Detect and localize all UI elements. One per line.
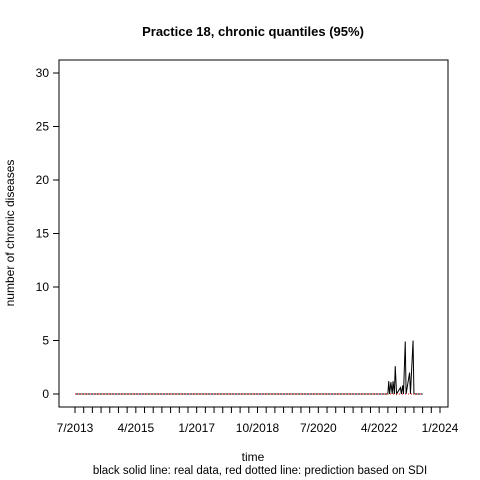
y-tick-label: 10 [36,280,50,294]
x-tick-label: 10/2018 [236,421,280,435]
x-tick-label: 4/2022 [361,421,398,435]
real-data-line [75,340,423,396]
y-tick-label: 20 [36,173,50,187]
y-tick-label: 0 [42,387,49,401]
x-tick-label: 1/2017 [178,421,215,435]
x-tick-label: 7/2020 [300,421,337,435]
x-axis: 7/2013 4/2015 1/2017 10/2018 7/2020 4/2022 1/2… [57,407,459,435]
x-tick-label: 7/2013 [57,421,94,435]
chart-title: Practice 18, chronic quantiles (95%) [142,24,364,39]
series-layer [75,340,423,396]
plot-frame [58,59,449,408]
y-tick-label: 25 [36,120,50,134]
x-axis-label: time [242,450,265,464]
y-tick-label: 30 [36,66,50,80]
x-tick-label: 4/2015 [117,421,154,435]
x-tick-label: 1/2024 [422,421,459,435]
y-axis: 0 5 10 15 20 25 30 [36,66,59,401]
chart-caption: black solid line: real data, red dotted … [93,465,427,477]
y-tick-label: 15 [36,227,50,241]
y-tick-label: 5 [42,334,49,348]
y-axis-label: number of chronic diseases [3,160,17,307]
